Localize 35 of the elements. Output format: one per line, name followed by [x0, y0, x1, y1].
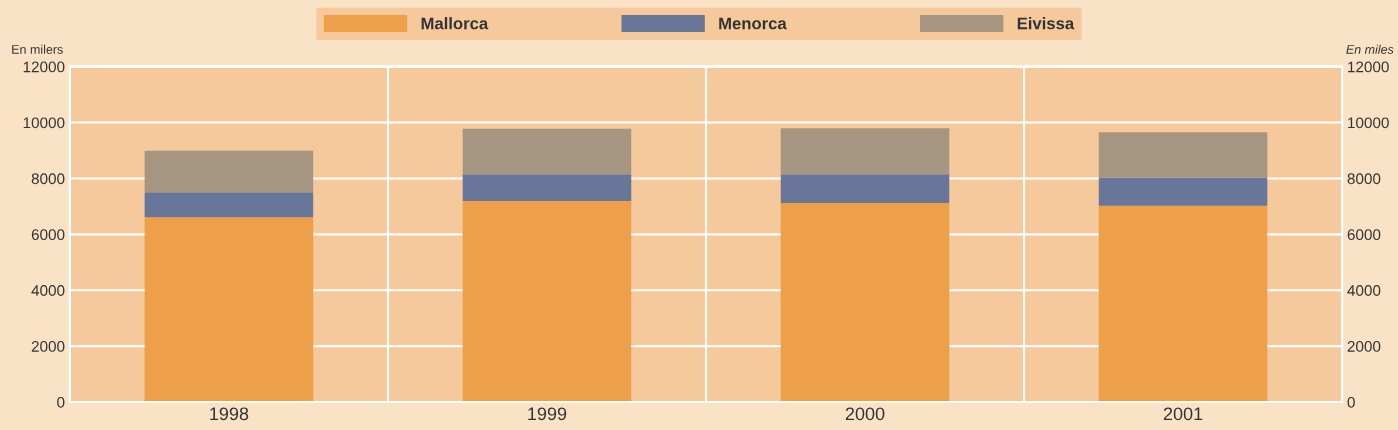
legend-label: Menorca	[719, 17, 787, 30]
bar	[144, 192, 314, 218]
bar	[780, 174, 950, 204]
y-tick-label: 12000	[23, 61, 65, 73]
y-tick-label: 6000	[31, 229, 65, 241]
y-tick-label: 8000	[31, 173, 65, 185]
x-tick-label: 2000	[845, 407, 885, 421]
bar	[462, 174, 632, 202]
y2-tick-label: 6000	[1347, 229, 1381, 241]
bar	[780, 128, 950, 175]
y2-tick-label: 0	[1347, 396, 1355, 408]
y2-axis-title: En miles	[1346, 44, 1394, 54]
y2-tick-label: 2000	[1347, 341, 1381, 352]
x-tick-label: 2001	[1163, 407, 1203, 421]
y2-tick-label: 8000	[1347, 173, 1381, 185]
y-axis-title: En milers	[12, 44, 63, 54]
x-tick-label: 1999	[528, 407, 567, 421]
y-tick-label: 2000	[31, 341, 65, 352]
bar	[144, 217, 314, 403]
y2-tick-label: 12000	[1348, 61, 1389, 73]
bar	[1098, 177, 1268, 206]
bar	[144, 150, 314, 193]
y-tick-label: 4000	[31, 285, 65, 296]
bar	[780, 203, 950, 403]
legend-label: Mallorca	[421, 17, 489, 30]
y2-tick-label: 4000	[1347, 285, 1381, 296]
y-tick-label: 10000	[23, 117, 65, 129]
legend-label: Eivissa	[1017, 17, 1075, 30]
bar	[1098, 205, 1268, 403]
y-tick-label: 0	[57, 396, 65, 408]
bar	[1098, 132, 1268, 178]
y2-tick-label: 10000	[1348, 117, 1389, 129]
bar	[462, 128, 632, 175]
x-tick-label: 1998	[210, 407, 249, 421]
bar	[462, 201, 632, 403]
